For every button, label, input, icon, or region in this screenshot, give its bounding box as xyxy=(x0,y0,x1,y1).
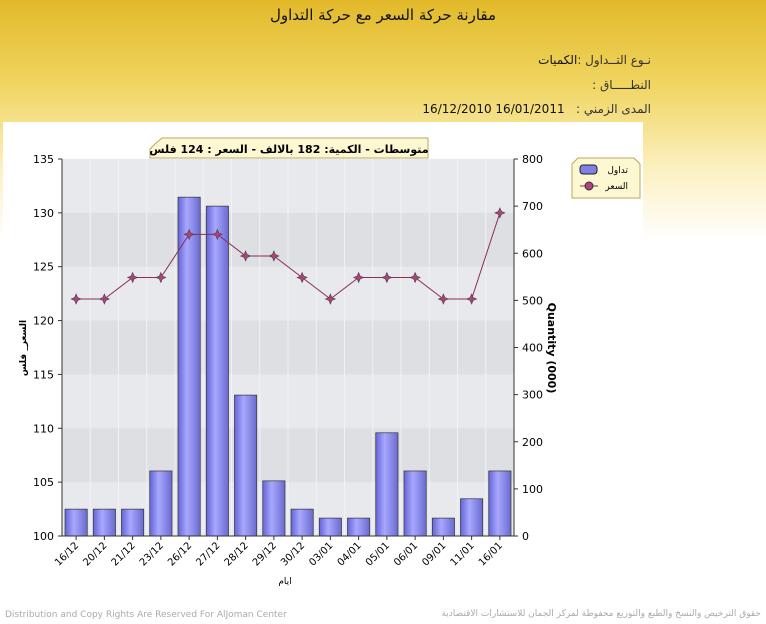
left-tick-label: 120 xyxy=(33,315,54,328)
price-marker xyxy=(70,293,82,305)
right-tick-label: 800 xyxy=(522,153,543,166)
footer-copyright-ar: حقوق الترخيص والنسخ والطبع والتوزيع محفو… xyxy=(441,609,761,619)
price-marker xyxy=(409,271,421,284)
page-title: مقارنة حركة السعر مع حركة التداول xyxy=(269,6,497,24)
right-tick-label: 600 xyxy=(522,247,543,260)
price-marker xyxy=(352,271,365,284)
x-tick-label: 03/01 xyxy=(307,540,335,568)
volume-bar xyxy=(403,470,427,537)
volume-bar xyxy=(488,470,512,537)
volume-bar xyxy=(318,517,342,537)
x-tick-label: 26/12 xyxy=(166,540,194,568)
x-tick-label: 29/12 xyxy=(251,540,279,568)
volume-bar xyxy=(347,517,371,537)
x-tick-label: 20/12 xyxy=(81,540,109,568)
trade-type-info: نـوع التــداول :الكميات xyxy=(538,53,651,67)
x-tick-label: 30/12 xyxy=(279,540,307,568)
left-tick-label: 130 xyxy=(33,207,54,220)
x-tick-label: 06/01 xyxy=(392,540,420,568)
volume-bar xyxy=(177,196,201,537)
price-marker xyxy=(268,250,280,262)
left-axis-label: السعر_ فلس xyxy=(19,320,29,376)
footer-copyright-en: Distribution and Copy Rights Are Reserve… xyxy=(5,610,287,620)
trade-type-value: الكميات xyxy=(538,53,578,67)
left-tick-label: 115 xyxy=(33,368,54,381)
period-value: 16/01/2011 16/12/2010 xyxy=(422,102,565,116)
volume-bar xyxy=(92,508,116,537)
x-tick-label: 04/01 xyxy=(336,540,364,568)
legend-marker xyxy=(584,181,594,191)
right-tick-label: 700 xyxy=(522,200,543,213)
x-tick-label: 23/12 xyxy=(138,540,166,568)
annotation-text: متوسطات - الكمية: 182 بالالف - السعر : 1… xyxy=(149,143,428,156)
price-marker xyxy=(155,271,167,284)
left-tick-label: 105 xyxy=(33,476,54,489)
x-axis-label: ايام xyxy=(278,577,291,587)
trade-type-label: نـوع التــداول : xyxy=(577,53,651,67)
price-marker xyxy=(239,250,252,262)
volume-bar xyxy=(234,394,258,537)
price-marker xyxy=(494,207,506,219)
left-tick-label: 110 xyxy=(33,422,54,435)
legend-label-price: السعر xyxy=(604,182,628,192)
price-line xyxy=(76,212,501,300)
price-marker xyxy=(465,293,478,305)
legend-bar-swatch xyxy=(579,164,598,175)
right-tick-label: 500 xyxy=(522,294,543,307)
x-tick-label: 16/12 xyxy=(53,540,81,568)
price-marker xyxy=(126,271,139,284)
price-marker xyxy=(437,293,450,305)
price-marker xyxy=(211,228,224,241)
right-tick-label: 0 xyxy=(522,530,529,543)
x-tick-label: 28/12 xyxy=(223,540,251,568)
period-info: المدى الزمني : 16/01/2011 16/12/2010 xyxy=(422,102,651,116)
x-tick-label: 21/12 xyxy=(110,540,138,568)
volume-bar xyxy=(121,508,145,537)
left-tick-label: 125 xyxy=(33,261,54,274)
price-marker xyxy=(183,228,195,241)
range-label: النطـــــاق : xyxy=(592,78,651,92)
x-tick-label: 05/01 xyxy=(364,540,392,568)
x-tick-label: 27/12 xyxy=(194,540,222,568)
volume-bar xyxy=(64,508,88,537)
legend: تداول السعر xyxy=(571,157,641,199)
right-tick-label: 200 xyxy=(522,436,543,449)
price-marker xyxy=(324,293,337,305)
right-tick-label: 300 xyxy=(522,389,543,402)
right-tick-label: 100 xyxy=(522,483,543,496)
left-tick-label: 135 xyxy=(33,153,54,166)
volume-bar xyxy=(460,498,484,537)
right-tick-label: 400 xyxy=(522,342,543,355)
annotation-box: متوسطات - الكمية: 182 بالالف - السعر : 1… xyxy=(149,137,429,159)
period-label: المدى الزمني : xyxy=(576,102,651,116)
volume-bar xyxy=(375,432,399,537)
volume-bar xyxy=(149,470,173,537)
x-tick-label: 16/01 xyxy=(477,540,505,568)
right-axis-label: Quantity (000) xyxy=(545,303,558,394)
volume-bar xyxy=(290,508,314,537)
x-tick-label: 11/01 xyxy=(449,540,477,568)
price-marker xyxy=(381,271,393,284)
price-marker xyxy=(296,271,308,284)
legend-label-volume: تداول xyxy=(607,166,628,176)
volume-bar xyxy=(431,517,455,537)
volume-bar xyxy=(205,205,229,537)
x-tick-label: 09/01 xyxy=(420,540,448,568)
price-marker xyxy=(98,293,111,305)
volume-bar xyxy=(262,480,286,537)
left-tick-label: 100 xyxy=(33,530,54,543)
